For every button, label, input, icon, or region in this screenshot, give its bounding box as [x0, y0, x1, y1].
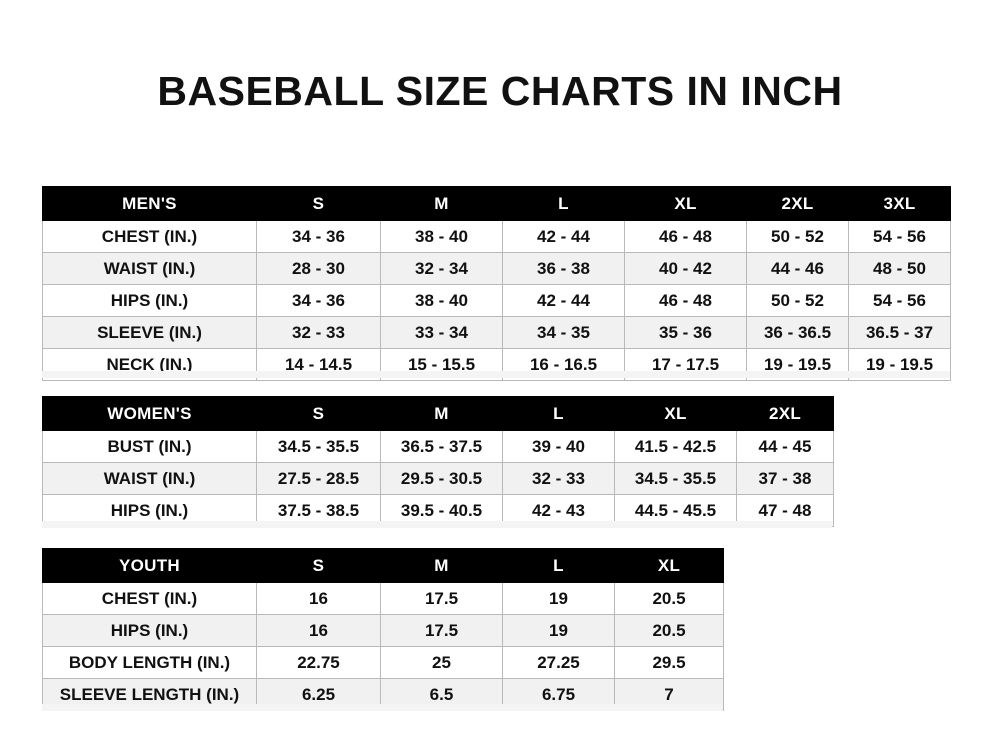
cell-value: 50 - 52 [746, 284, 849, 317]
cell-value: 25 [380, 646, 503, 679]
column-header-l: L [502, 548, 615, 583]
table-row: CHEST (IN.) 16 17.5 19 20.5 [42, 582, 724, 615]
row-label: HIPS (IN.) [42, 614, 257, 647]
column-header-category: MEN'S [42, 186, 257, 221]
column-header-m: M [380, 396, 503, 431]
cell-value: 39 - 40 [502, 430, 615, 463]
cell-value: 36 - 36.5 [746, 316, 849, 349]
column-header-l: L [502, 396, 615, 431]
cell-value: 42 - 44 [502, 220, 625, 253]
cell-value: 41.5 - 42.5 [614, 430, 737, 463]
cell-value: 54 - 56 [848, 284, 951, 317]
row-label: WAIST (IN.) [42, 462, 257, 495]
youth-table-edge [42, 704, 723, 711]
table-row: SLEEVE (IN.) 32 - 33 33 - 34 34 - 35 35 … [42, 316, 951, 349]
cell-value: 17.5 [380, 582, 503, 615]
row-label: CHEST (IN.) [42, 582, 257, 615]
cell-value: 34 - 36 [256, 220, 381, 253]
column-header-3xl: 3XL [848, 186, 951, 221]
column-header-category: YOUTH [42, 548, 257, 583]
table-header-row: YOUTH S M L XL [42, 548, 724, 583]
cell-value: 38 - 40 [380, 220, 503, 253]
table-row: WAIST (IN.) 28 - 30 32 - 34 36 - 38 40 -… [42, 252, 951, 285]
cell-value: 33 - 34 [380, 316, 503, 349]
cell-value: 38 - 40 [380, 284, 503, 317]
table-row: BUST (IN.) 34.5 - 35.5 36.5 - 37.5 39 - … [42, 430, 834, 463]
column-header-xl: XL [614, 548, 724, 583]
column-header-m: M [380, 548, 503, 583]
row-label: CHEST (IN.) [42, 220, 257, 253]
column-header-m: M [380, 186, 503, 221]
column-header-2xl: 2XL [736, 396, 834, 431]
cell-value: 32 - 33 [256, 316, 381, 349]
cell-value: 46 - 48 [624, 220, 747, 253]
table-row: BODY LENGTH (IN.) 22.75 25 27.25 29.5 [42, 646, 724, 679]
cell-value: 27.25 [502, 646, 615, 679]
column-header-s: S [256, 186, 381, 221]
cell-value: 34 - 36 [256, 284, 381, 317]
cell-value: 50 - 52 [746, 220, 849, 253]
row-label: WAIST (IN.) [42, 252, 257, 285]
table-row: WAIST (IN.) 27.5 - 28.5 29.5 - 30.5 32 -… [42, 462, 834, 495]
mens-size-table: MEN'S S M L XL 2XL 3XL CHEST (IN.) 34 - … [42, 186, 951, 381]
cell-value: 36.5 - 37 [848, 316, 951, 349]
table-row: HIPS (IN.) 34 - 36 38 - 40 42 - 44 46 - … [42, 284, 951, 317]
cell-value: 22.75 [256, 646, 381, 679]
cell-value: 40 - 42 [624, 252, 747, 285]
column-header-s: S [256, 396, 381, 431]
row-label: SLEEVE (IN.) [42, 316, 257, 349]
cell-value: 32 - 34 [380, 252, 503, 285]
cell-value: 48 - 50 [848, 252, 951, 285]
cell-value: 19 [502, 582, 615, 615]
table-header-row: WOMEN'S S M L XL 2XL [42, 396, 834, 431]
mens-table-edge [42, 371, 950, 378]
cell-value: 16 [256, 614, 381, 647]
cell-value: 34.5 - 35.5 [614, 462, 737, 495]
cell-value: 37 - 38 [736, 462, 834, 495]
womens-table-edge [42, 521, 832, 528]
table-row: CHEST (IN.) 34 - 36 38 - 40 42 - 44 46 -… [42, 220, 951, 253]
column-header-l: L [502, 186, 625, 221]
column-header-2xl: 2XL [746, 186, 849, 221]
womens-size-table: WOMEN'S S M L XL 2XL BUST (IN.) 34.5 - 3… [42, 396, 834, 527]
table-header-row: MEN'S S M L XL 2XL 3XL [42, 186, 951, 221]
youth-size-table: YOUTH S M L XL CHEST (IN.) 16 17.5 19 20… [42, 548, 724, 711]
cell-value: 20.5 [614, 582, 724, 615]
cell-value: 32 - 33 [502, 462, 615, 495]
row-label: BUST (IN.) [42, 430, 257, 463]
cell-value: 42 - 44 [502, 284, 625, 317]
cell-value: 46 - 48 [624, 284, 747, 317]
cell-value: 29.5 - 30.5 [380, 462, 503, 495]
cell-value: 34 - 35 [502, 316, 625, 349]
cell-value: 44 - 45 [736, 430, 834, 463]
cell-value: 29.5 [614, 646, 724, 679]
cell-value: 20.5 [614, 614, 724, 647]
table-row: HIPS (IN.) 16 17.5 19 20.5 [42, 614, 724, 647]
row-label: BODY LENGTH (IN.) [42, 646, 257, 679]
page-title: BASEBALL SIZE CHARTS IN INCH [157, 68, 843, 114]
row-label: HIPS (IN.) [42, 284, 257, 317]
cell-value: 27.5 - 28.5 [256, 462, 381, 495]
cell-value: 34.5 - 35.5 [256, 430, 381, 463]
cell-value: 35 - 36 [624, 316, 747, 349]
column-header-xl: XL [624, 186, 747, 221]
cell-value: 36.5 - 37.5 [380, 430, 503, 463]
cell-value: 16 [256, 582, 381, 615]
cell-value: 36 - 38 [502, 252, 625, 285]
cell-value: 17.5 [380, 614, 503, 647]
column-header-s: S [256, 548, 381, 583]
column-header-xl: XL [614, 396, 737, 431]
cell-value: 19 [502, 614, 615, 647]
cell-value: 28 - 30 [256, 252, 381, 285]
column-header-category: WOMEN'S [42, 396, 257, 431]
cell-value: 54 - 56 [848, 220, 951, 253]
cell-value: 44 - 46 [746, 252, 849, 285]
